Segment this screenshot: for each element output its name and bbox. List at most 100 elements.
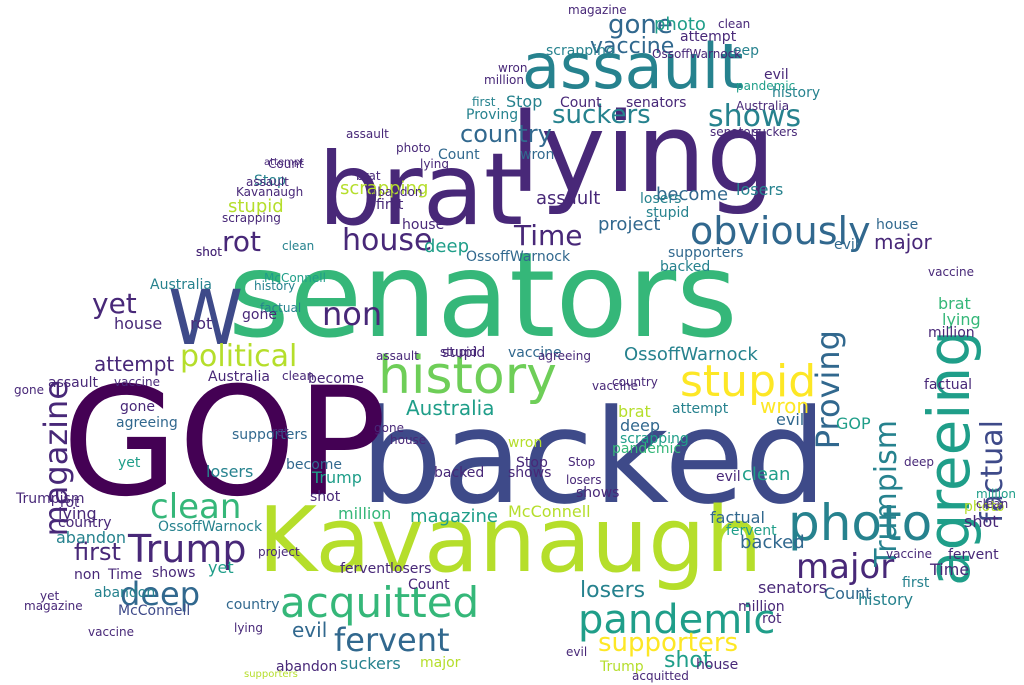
word-filler: OssoffWarnock [652,47,742,61]
word-filler: assault [246,175,289,189]
word-filler: brat [618,402,651,421]
word-scrapping: scrapping [340,178,429,199]
word-filler: million [738,599,785,615]
word-filler: pandemic [612,441,682,457]
word-filler: shot [196,245,222,259]
word-filler: rot [762,611,782,627]
word-filler: history [254,279,296,293]
word-political: political [180,339,298,374]
word-filler: scrapping [620,431,689,447]
word-filler: rot [190,314,213,333]
word-filler: supporters [232,427,308,443]
word-filler: assault [376,349,419,363]
word-filler: scrapping [222,211,281,225]
word-filler: Count [560,95,602,111]
word-clean: clean [150,487,242,527]
word-filler: wron [498,61,528,75]
word-filler: suckers [752,125,798,139]
word-time: Time [514,219,583,252]
word-filler: yet [40,589,60,603]
word-assault: assault [522,30,744,103]
word-wron: wron [760,394,810,418]
word-filler: gone [374,421,404,435]
word-filler: house [390,433,427,447]
word-filler: Trumpism [16,491,85,507]
word-become: become [656,184,729,205]
word-yet: yet [92,287,137,320]
word-filler: first [472,95,496,109]
word-filler: Count [268,157,304,171]
word-filler: Stop [568,455,596,469]
word-filler: non [74,567,101,583]
word-history: history [378,346,557,406]
word-filler: shows [508,465,552,481]
word-fervent: fervent [334,621,450,659]
word-filler: stupid [440,345,478,359]
word-filler: attempt [264,157,305,168]
word-filler: assault [346,127,389,141]
word-filler: factual [924,377,973,393]
word-filler: vaccine [886,547,932,561]
word-filler: gone [120,399,155,415]
word-filler: agreeing [538,349,591,363]
word-filler: acquitted [632,669,689,683]
word-attempt: attempt [94,352,175,376]
word-major-2: major [874,230,932,254]
word-senators: senators [228,226,738,364]
word-filler: OssoffWarnock [466,249,571,265]
word-filler: clean [282,369,315,383]
word-filler: deep [904,455,934,469]
word-filler: major [420,655,461,671]
word-filler: wron [508,435,543,451]
word-filler: abandon [370,185,423,199]
word-lying: lying [510,89,776,217]
word-filler: losers [206,462,254,481]
word-filler: evil [834,237,859,253]
word-filler: shows [152,565,196,581]
word-filler: fervent [340,561,391,577]
word-filler: million [976,487,1016,501]
word-filler: Proving [466,107,519,123]
word-filler: house [696,657,739,673]
word-filler: lying [942,310,981,329]
word-filler: magazine [568,3,627,17]
word-filler: clean [742,464,791,485]
word-filler: losers [640,191,682,207]
word-filler: Time [930,560,970,579]
word-filler: evil [764,67,789,83]
word-filler: evil [716,469,741,485]
word-filler: deep [620,416,660,435]
word-filler: gone [242,307,277,323]
word-filler: house [876,217,919,233]
word-count: Count [824,584,872,603]
word-filler: losers [736,180,784,199]
word-filler: Stop [254,173,286,189]
word-filler: house [114,314,163,333]
word-filler: Trump [600,659,644,675]
word-filler: shot [310,489,341,505]
word-filler: become [286,457,343,473]
word-filler: evil [776,410,805,429]
word-filler: clean [718,17,751,31]
word-filler: wron [520,147,555,163]
word-filler: backed [660,259,711,275]
word-kavanaugh: Kavanaugh [258,488,763,593]
word-filler: vaccine [928,265,974,279]
word-filler: vaccine [88,625,134,639]
word-mcconnell: McConnell [508,502,591,521]
word-rot: rot [222,225,262,258]
word-stop: Stop [506,92,543,111]
word-filler: senators [758,578,828,597]
word-filler: shot [196,245,222,259]
word-filler: backed [434,465,485,481]
word-filler: magazine [410,506,498,527]
word-filler: vaccine [508,345,562,361]
word-filler: senators [710,125,762,139]
word-trump: Trump [128,527,247,571]
word-filler: Count [408,577,450,593]
word-filler: country [58,515,112,531]
word-ossoffwarnock: OssoffWarnock [624,344,758,365]
word-filler: OssoffWarnock [158,519,263,535]
word-house: house [342,223,433,258]
